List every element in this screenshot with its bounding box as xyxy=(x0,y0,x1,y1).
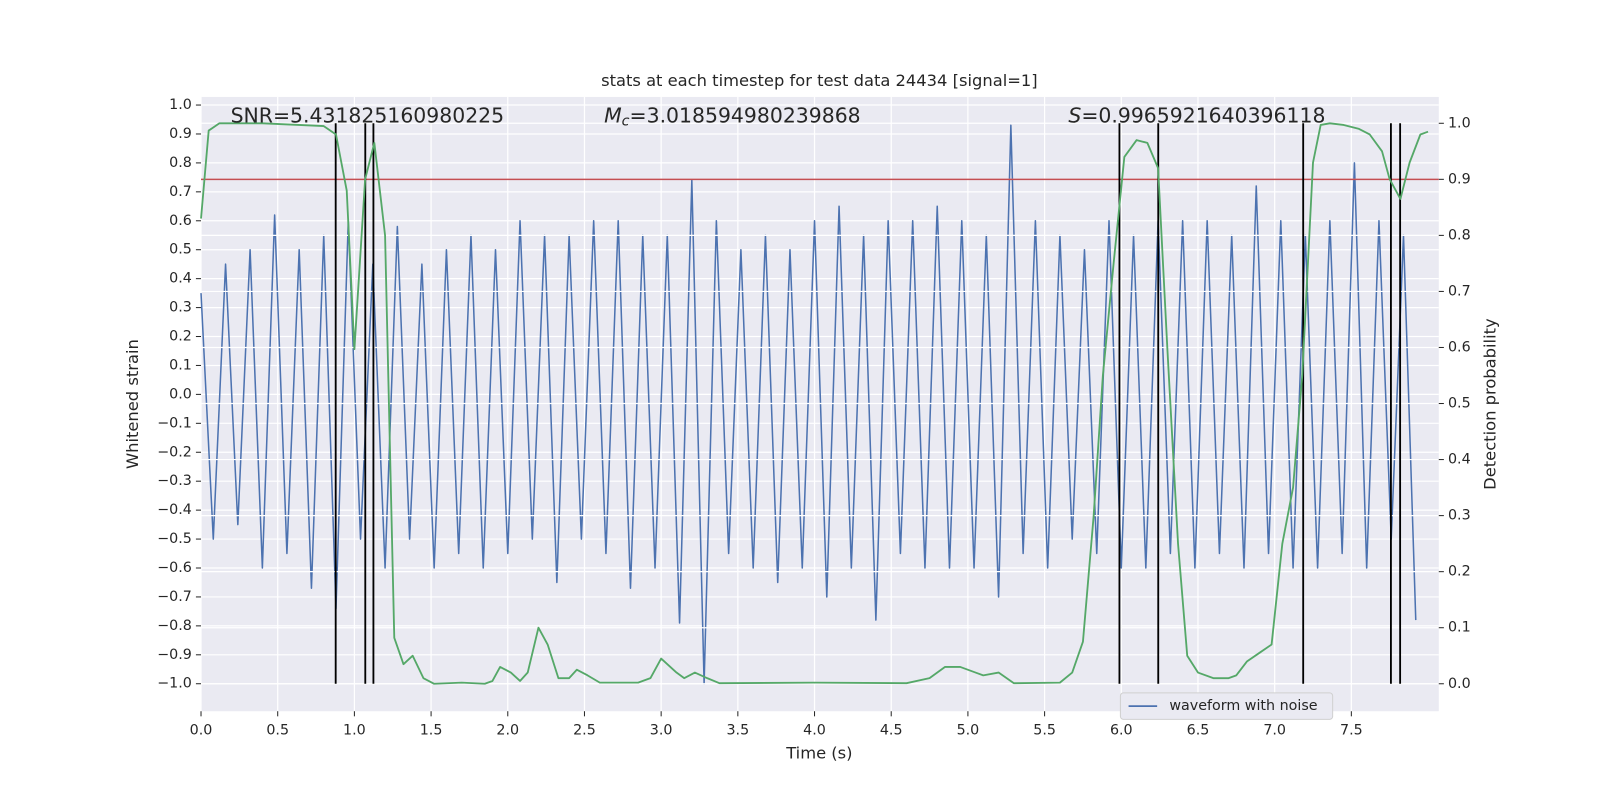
y2-tick-label: 0.8 xyxy=(1448,227,1471,243)
y-tick-label: 0.4 xyxy=(169,271,192,287)
chart-title: stats at each timestep for test data 244… xyxy=(601,71,1038,90)
y-tick-label: −0.5 xyxy=(157,531,192,547)
x-tick-label: 4.0 xyxy=(803,723,826,739)
y-tick-label: 0.9 xyxy=(169,126,192,142)
annotation-text: =0.9965921640396118 xyxy=(1081,103,1325,127)
y-tick-label: 0.7 xyxy=(169,184,192,200)
series-line xyxy=(200,122,1429,685)
y-tick-label: −0.1 xyxy=(157,415,192,431)
y-tick-label: 0.6 xyxy=(169,213,192,229)
x-tick-label: 6.0 xyxy=(1110,723,1133,739)
y2-tick-label: 0.2 xyxy=(1448,564,1471,580)
y2-tick-label: 0.7 xyxy=(1448,283,1471,299)
y-tick-label: −0.9 xyxy=(157,647,192,663)
y-tick-label: 0.3 xyxy=(169,300,192,316)
y-tick-label: −0.3 xyxy=(157,473,192,489)
y2-tick-label: 0.9 xyxy=(1448,171,1471,187)
y-tick-label: 0.0 xyxy=(169,386,192,402)
annotation-symbol: M xyxy=(604,103,622,127)
legend-box xyxy=(1119,692,1334,720)
x-tick-label: 3.0 xyxy=(650,723,673,739)
y2-tick-label: 1.0 xyxy=(1448,115,1471,131)
y2-tick-label: 0.3 xyxy=(1448,508,1471,524)
annotation: SNR=5.431825160980225 xyxy=(231,103,505,127)
y-tick-label: 0.2 xyxy=(169,329,192,345)
x-tick-label: 2.0 xyxy=(496,723,519,739)
annotation-text: SNR=5.431825160980225 xyxy=(231,103,505,127)
x-tick-label: 0.5 xyxy=(266,723,289,739)
x-tick-label: 4.5 xyxy=(880,723,903,739)
y2-tick-label: 0.4 xyxy=(1448,452,1471,468)
x-tick-label: 5.5 xyxy=(1033,723,1056,739)
x-tick-label: 1.5 xyxy=(420,723,443,739)
annotation: Mc=3.018594980239868 xyxy=(604,103,861,129)
x-tick-label: 0.0 xyxy=(190,723,213,739)
x-tick-label: 3.5 xyxy=(726,723,749,739)
x-tick-label: 7.0 xyxy=(1263,723,1286,739)
y-tick-label: −0.6 xyxy=(157,560,192,576)
x-tick-label: 6.5 xyxy=(1187,723,1210,739)
y-tick-label: 0.8 xyxy=(169,155,192,171)
x-tick-label: 1.0 xyxy=(343,723,366,739)
x-tick-label: 7.5 xyxy=(1340,723,1363,739)
annotation: S=0.9965921640396118 xyxy=(1068,103,1325,127)
y-tick-label: −0.4 xyxy=(157,502,192,518)
annotation-text: =3.018594980239868 xyxy=(630,103,861,127)
x-tick-label: 5.0 xyxy=(957,723,980,739)
y-tick-label: 1.0 xyxy=(169,97,192,113)
y-tick-label: 0.1 xyxy=(169,357,192,373)
y-tick-label: −0.8 xyxy=(157,618,192,634)
x-tick-label: 2.5 xyxy=(573,723,596,739)
x-axis-label: Time (s) xyxy=(785,744,852,763)
y2-tick-label: 0.1 xyxy=(1448,620,1471,636)
y-tick-label: −0.2 xyxy=(157,444,192,460)
y2-tick-label: 0.0 xyxy=(1448,676,1471,692)
y2-tick-label: 0.5 xyxy=(1448,396,1471,412)
legend-label: waveform with noise xyxy=(1169,698,1317,714)
y-axis-label: Whitened strain xyxy=(123,339,142,469)
series-line xyxy=(200,124,1417,685)
y2-tick-label: 0.6 xyxy=(1448,339,1471,355)
annotation-subscript: c xyxy=(622,113,630,129)
y-tick-label: −0.7 xyxy=(157,589,192,605)
y-tick-label: 0.5 xyxy=(169,242,192,258)
y-tick-label: −1.0 xyxy=(157,676,192,692)
annotation-symbol: S xyxy=(1068,103,1081,127)
y2-axis-label: Detection probability xyxy=(1480,318,1499,490)
